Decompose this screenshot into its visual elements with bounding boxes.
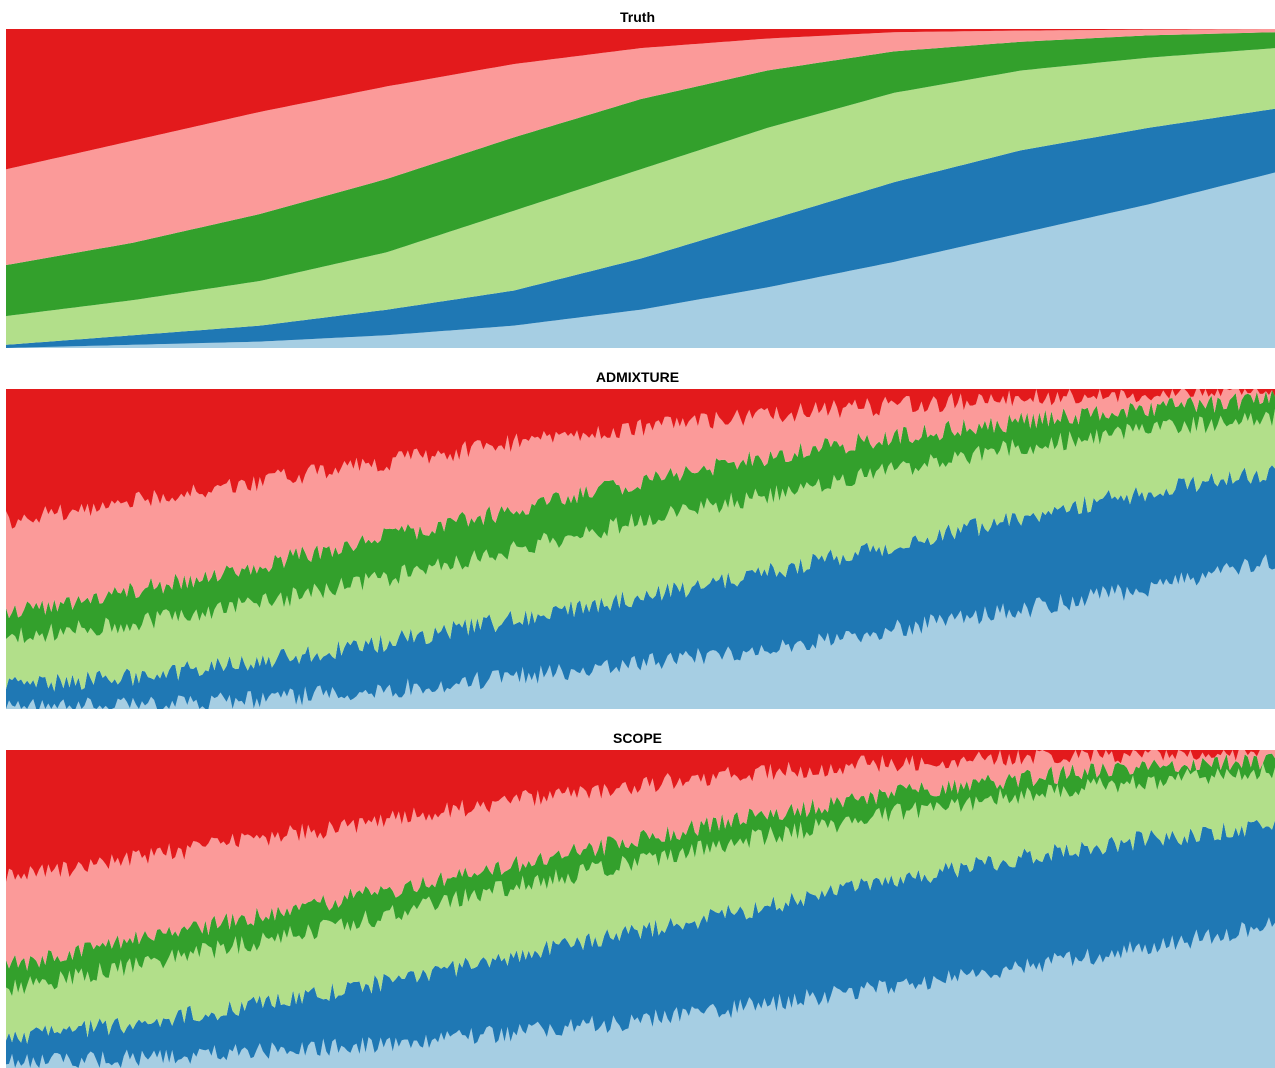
area-layer-2 <box>6 465 1275 709</box>
area-layer-2 <box>6 819 1275 1068</box>
scope-panel: SCOPE <box>0 729 1275 1068</box>
area-layer-4 <box>6 32 1275 317</box>
area-layer-4 <box>6 753 1275 997</box>
area-layer-1 <box>6 172 1275 348</box>
area-layer-3 <box>6 48 1275 345</box>
area-layer-6 <box>6 389 1275 529</box>
scope-plot <box>6 750 1275 1068</box>
area-layer-2 <box>6 108 1275 348</box>
area-layer-6 <box>6 29 1275 170</box>
area-layer-6 <box>6 750 1275 883</box>
admixture-panel: ADMIXTURE <box>0 368 1275 710</box>
truth-panel: Truth <box>0 8 1275 350</box>
admixture-plot <box>6 389 1275 709</box>
area-layer-4 <box>6 390 1275 644</box>
area-layer-3 <box>6 408 1275 692</box>
area-layer-1 <box>6 917 1275 1068</box>
area-layer-3 <box>6 763 1275 1044</box>
area-layer-1 <box>6 554 1275 709</box>
area-layer-5 <box>6 29 1275 266</box>
chart-title: Truth <box>620 9 655 25</box>
area-layer-5 <box>6 389 1275 619</box>
chart-title: ADMIXTURE <box>595 369 680 385</box>
truth-plot <box>6 29 1275 348</box>
chart-title: SCOPE <box>612 730 662 746</box>
area-layer-5 <box>6 750 1275 971</box>
